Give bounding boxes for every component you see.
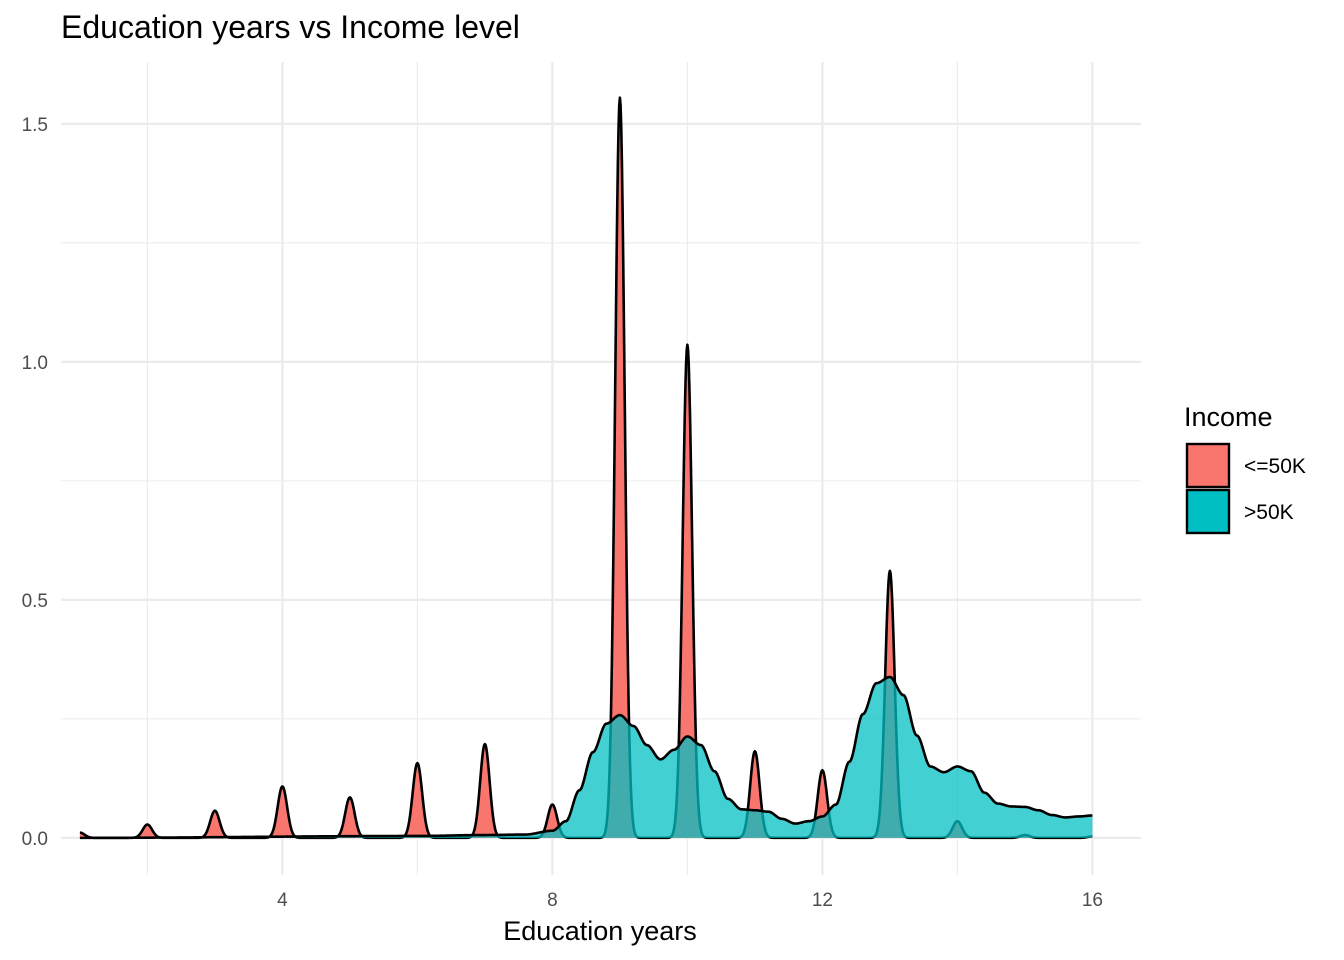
x-axis-tick-labels: 4 8 12 16 (277, 890, 1103, 911)
legend-label-le50k: <=50K (1244, 455, 1306, 478)
series-gt50k-outline (79, 675, 1094, 840)
series-le50k-layer (79, 96, 1094, 840)
y-tick-label: 1.5 (22, 115, 48, 136)
legend-key-gt50k (1185, 488, 1231, 535)
series-gt50k-layer (79, 675, 1094, 840)
x-axis-title: Education years (503, 916, 697, 946)
legend-label-gt50k: >50K (1244, 501, 1294, 524)
legend-key-le50k (1185, 442, 1231, 489)
minor-gridlines (61, 62, 1141, 875)
x-tick-label: 4 (277, 890, 288, 911)
x-tick-label: 16 (1082, 890, 1103, 911)
legend: Income <=50K >50K (1184, 402, 1306, 535)
chart-title: Education years vs Income level (61, 9, 520, 45)
y-tick-label: 1.0 (22, 353, 48, 374)
series-le50k-area (79, 97, 1093, 838)
y-tick-label: 0.0 (22, 829, 48, 850)
series-le50k-outline (79, 96, 1094, 840)
series-gt50k-area (79, 676, 1093, 838)
y-axis-tick-labels: 0.0 0.5 1.0 1.5 (22, 115, 48, 850)
y-tick-label: 0.5 (22, 591, 48, 612)
x-tick-label: 8 (547, 890, 558, 911)
x-tick-label: 12 (812, 890, 833, 911)
legend-title: Income (1184, 402, 1273, 432)
